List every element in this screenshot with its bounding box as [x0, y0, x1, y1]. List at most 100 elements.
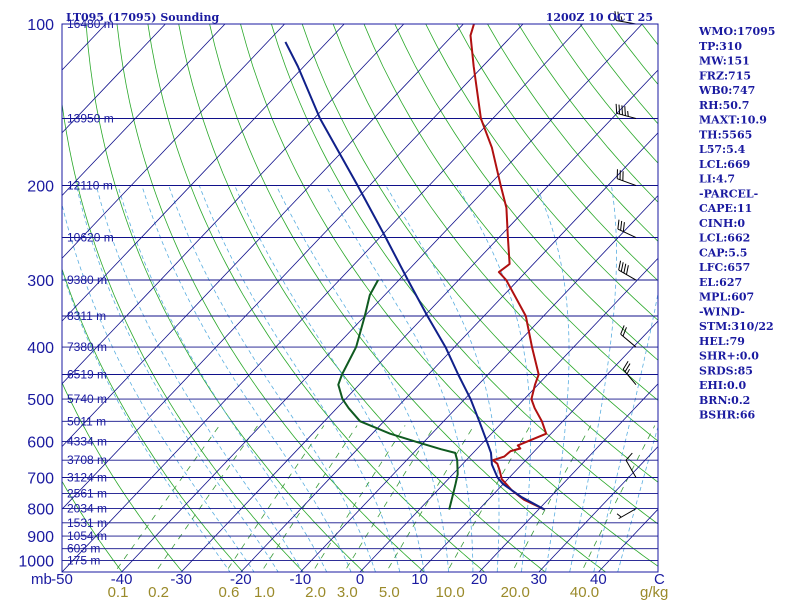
- sounding-index: RH:50.7: [699, 99, 749, 112]
- isotherm: [62, 24, 524, 510]
- pressure-tick-label: 700: [27, 471, 54, 488]
- dry-adiabat: [332, 24, 658, 442]
- wind-barb: [620, 325, 637, 348]
- temperature-tick-label: 0: [356, 571, 364, 588]
- dry-adiabat: [363, 24, 658, 401]
- sounding-index: CINH:0: [699, 217, 745, 230]
- dry-adiabat: [456, 24, 658, 282]
- wind-barb: [614, 11, 637, 25]
- mixing-ratio-line: [312, 425, 406, 572]
- wind-barb: [617, 219, 637, 238]
- pressure-tick-label: 300: [27, 273, 54, 290]
- isotherm: [62, 24, 464, 448]
- moist-adiabat: [62, 202, 255, 572]
- temperature-tick-label: -20: [230, 571, 252, 588]
- temperature-line: [469, 24, 548, 511]
- dry-adiabat: [62, 267, 244, 572]
- sounding-index: -WIND-: [699, 305, 745, 318]
- height-label: 2034 m: [67, 502, 107, 516]
- moist-adiabat: [95, 185, 303, 572]
- mixing-ratio-line: [343, 425, 436, 572]
- sounding-index: LI:4.7: [699, 173, 735, 186]
- pressure-unit-label: mb: [31, 571, 52, 588]
- height-label: 603 m: [67, 542, 100, 556]
- sounding-index: SHR+:0.0: [699, 350, 759, 363]
- sounding-index: SRDS:85: [699, 364, 753, 377]
- moist-adiabat: [569, 185, 617, 572]
- isotherm: [300, 194, 658, 572]
- temperature-tick-label: -30: [170, 571, 192, 588]
- isotherm: [62, 24, 226, 197]
- sounding-index: WMO:17095: [698, 25, 775, 38]
- pressure-tick-label: 1000: [18, 554, 54, 571]
- dry-adiabat: [579, 24, 658, 125]
- mixing-ratio-label: 40.0: [570, 584, 599, 600]
- isotherm: [121, 24, 643, 572]
- isotherm: [538, 445, 658, 572]
- moist-adiabat: [617, 425, 658, 572]
- isotherm: [62, 24, 285, 259]
- moist-adiabat: [141, 185, 352, 572]
- sounding-index: MAXT:10.9: [699, 114, 767, 127]
- sounding-index: MPL:607: [699, 291, 754, 304]
- moist-adiabat: [325, 185, 474, 572]
- temperature-tick-label: 40: [590, 571, 607, 588]
- sounding-index: HEL:79: [699, 335, 745, 348]
- wind-barb: [615, 103, 637, 119]
- height-label: 3708 m: [67, 453, 107, 467]
- plot-frame: [61, 23, 659, 573]
- moist-adiabat: [168, 185, 376, 572]
- sounding-index: FRZ:715: [699, 69, 751, 82]
- wind-barb: [618, 260, 637, 281]
- mixing-ratio-line: [225, 425, 325, 572]
- mixing-ratio-line: [581, 425, 656, 572]
- pressure-tick-label: 500: [27, 392, 54, 409]
- dry-adiabat: [271, 24, 658, 525]
- dewpoint-line: [337, 279, 459, 510]
- mixing-ratio-line: [511, 425, 592, 572]
- sounding-index: CAPE:11: [699, 202, 752, 215]
- dry-adiabat: [62, 381, 184, 572]
- sounding-index: LCL:662: [699, 232, 750, 245]
- mixing-ratio-label: 0.1: [108, 584, 129, 600]
- sounding-index: -PARCEL-: [699, 187, 758, 200]
- height-label: 8311 m: [67, 309, 106, 323]
- sounding-index: EL:627: [699, 276, 742, 289]
- height-label: 10620 m: [67, 231, 114, 245]
- wind-barb: [616, 169, 637, 187]
- dry-adiabat: [517, 24, 658, 203]
- height-label: 5740 m: [67, 392, 107, 406]
- dry-adiabat: [209, 24, 607, 572]
- wind-barb: [616, 508, 637, 520]
- temperature-tick-label: 30: [530, 571, 547, 588]
- pressure-tick-label: 200: [27, 179, 54, 196]
- sounding-index: BSHR:66: [699, 409, 755, 422]
- title-right: 1200Z 10 OCT 25: [546, 11, 653, 24]
- sounding-index: TP:310: [699, 40, 742, 53]
- height-label: 3124 m: [67, 471, 107, 485]
- dry-adiabat: [62, 480, 123, 572]
- moist-adiabat: [75, 185, 279, 572]
- moist-adiabat: [593, 291, 658, 572]
- dry-adiabat: [62, 100, 304, 572]
- dry-adiabat: [301, 24, 658, 483]
- isotherm: [180, 69, 658, 572]
- isotherm: [62, 24, 345, 322]
- isotherm: [62, 24, 166, 134]
- moist-adiabat: [117, 185, 328, 572]
- mixing-ratio-label: 1.0: [254, 584, 275, 600]
- height-label: 9380 m: [67, 273, 107, 287]
- isotherm: [0, 24, 46, 572]
- mixing-ratio-label: 2.0: [305, 584, 326, 600]
- moist-adiabat: [198, 185, 401, 572]
- temperature-tick-label: -50: [51, 571, 73, 588]
- height-label: 6519 m: [67, 368, 107, 382]
- pressure-tick-label: 600: [27, 435, 54, 452]
- moist-adiabat: [62, 269, 231, 572]
- pressure-tick-label: 400: [27, 340, 54, 357]
- sounding-index: L57:5.4: [699, 143, 746, 156]
- isotherm: [478, 383, 658, 572]
- sounding-index: EHI:0.0: [699, 379, 746, 392]
- mixing-ratio-line: [260, 425, 358, 572]
